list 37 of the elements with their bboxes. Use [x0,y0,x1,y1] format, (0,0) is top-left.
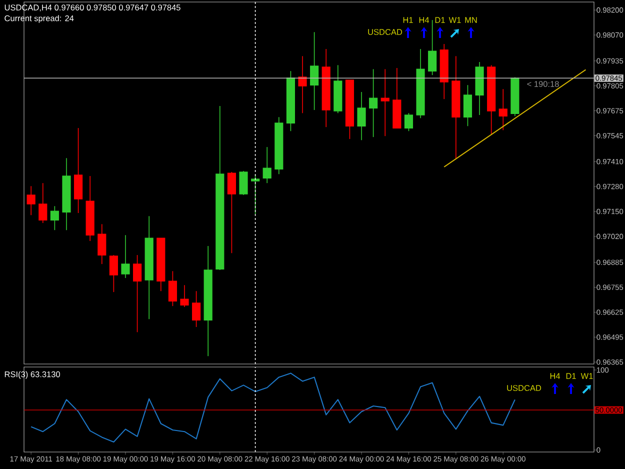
annotation: W1 [580,373,593,379]
annotation: H4 [550,373,560,379]
candlestick [98,224,106,264]
candlestick [180,284,189,308]
candlestick [380,68,390,136]
annotation: USDCAD [507,385,542,391]
candlestick [121,234,130,278]
candlestick [298,56,307,114]
candlestick [109,254,118,292]
candlestick [227,172,236,254]
chart-title: USDCAD,H4 0.97660 0.97850 0.97647 0.97845 [4,4,180,12]
candlestick [463,84,472,127]
annotation: D1 [566,373,576,379]
annotation: H4 [419,17,430,23]
candlestick [168,270,177,306]
candlestick [262,146,272,184]
annotation: H1 [403,17,413,23]
candlestick [50,206,59,230]
candlestick [251,174,260,214]
annotation: D1 [435,17,445,23]
candlestick [74,128,83,214]
candlestick [369,68,378,138]
chart-title: RSI(3) 63.3130 [4,371,60,379]
candlestick [192,290,201,328]
candlestick [133,254,142,333]
candlestick [404,112,414,132]
annotation: MN [465,17,477,23]
annotation: W1 [448,17,461,23]
candlestick [357,92,366,141]
candlestick [38,182,48,224]
candlestick [26,186,36,216]
candlestick [239,170,248,196]
candlestick [498,88,508,131]
annotation: USDCAD [368,29,402,35]
annotation: < 190:18 [527,81,559,87]
candlestick [310,32,319,110]
text: Current spread: 24 [4,15,74,23]
